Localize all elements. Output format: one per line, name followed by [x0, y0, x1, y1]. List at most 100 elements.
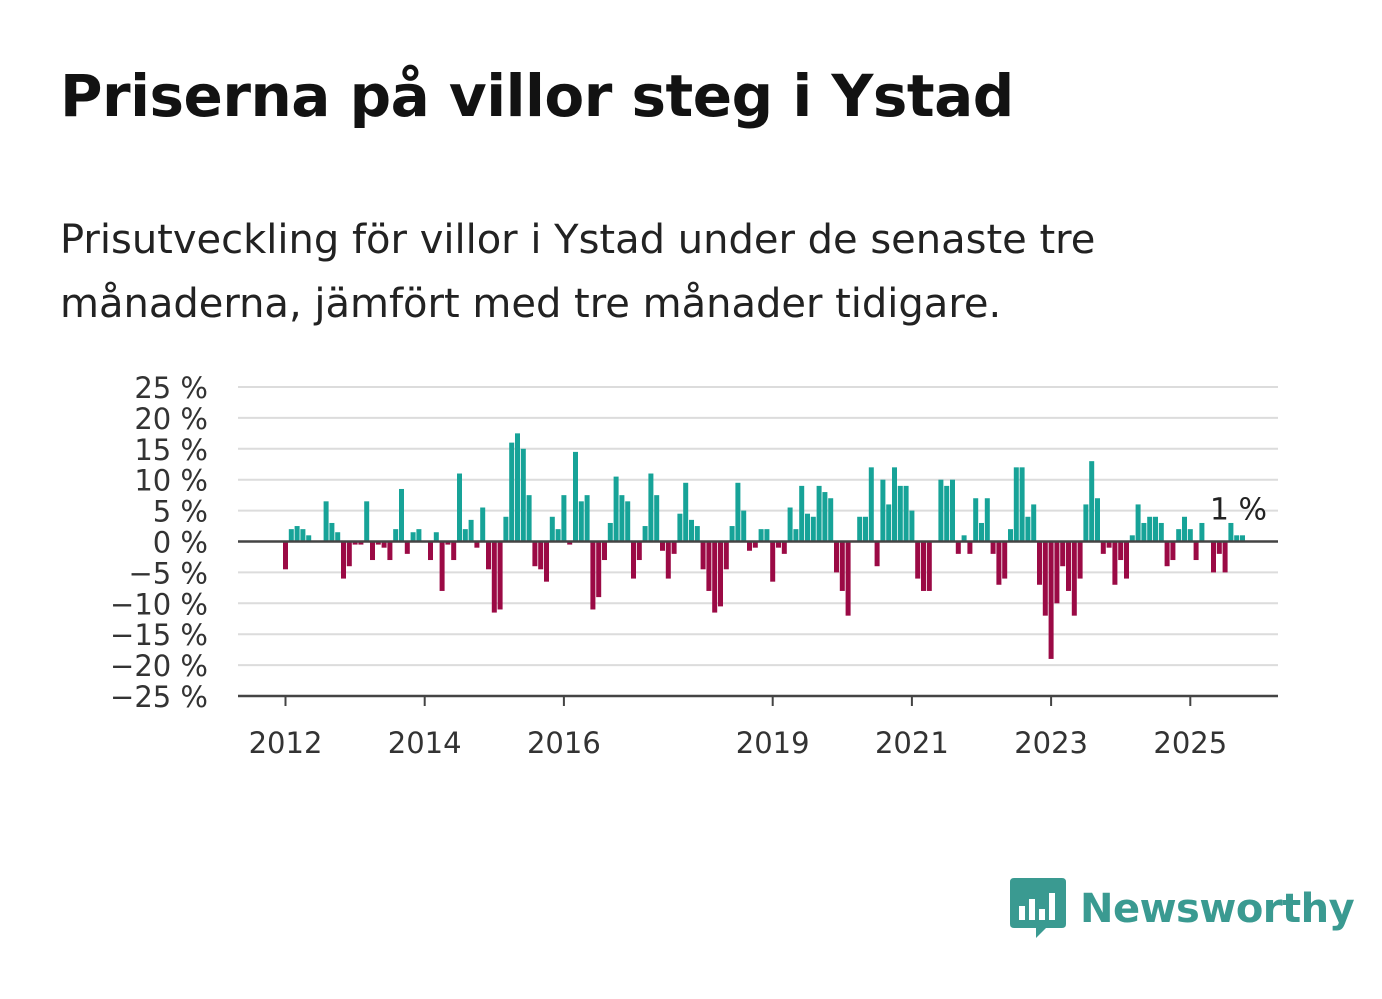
- bar: [352, 541, 358, 545]
- bar: [451, 541, 457, 561]
- bar: [1100, 541, 1106, 554]
- bar: [370, 541, 375, 561]
- x-tick-label: 2023: [1014, 726, 1088, 760]
- bar: [457, 473, 462, 542]
- bar: [723, 541, 729, 570]
- chart-title: Priserna på villor steg i Ystad: [60, 62, 1014, 130]
- bar: [381, 541, 387, 548]
- bar: [926, 541, 932, 591]
- x-tick-label: 2014: [388, 726, 462, 760]
- bar: [921, 541, 926, 591]
- bar: [758, 529, 764, 542]
- bar: [480, 507, 486, 542]
- bar: [671, 541, 677, 554]
- bar: [625, 501, 631, 542]
- bar: [828, 498, 834, 542]
- bar-chart-speech-bubble-icon: [1010, 878, 1066, 938]
- bar: [805, 513, 810, 542]
- bar: [1002, 541, 1008, 579]
- x-tick-label: 2016: [527, 726, 601, 760]
- bar: [555, 529, 561, 542]
- bar: [712, 541, 718, 613]
- bar-series: [283, 433, 1245, 659]
- grid-lines: [238, 386, 1278, 667]
- bar: [752, 541, 758, 548]
- bar: [665, 541, 671, 579]
- bar: [950, 479, 955, 542]
- bar: [1164, 541, 1170, 567]
- bar: [654, 495, 660, 542]
- bar: [1170, 541, 1176, 561]
- bar: [544, 541, 549, 582]
- bar: [1228, 522, 1234, 542]
- bar: [462, 529, 468, 542]
- bar: [799, 485, 805, 542]
- bar: [897, 485, 903, 542]
- bar: [474, 541, 480, 548]
- bar: [1048, 541, 1054, 659]
- y-tick-label: 5 %: [153, 495, 208, 529]
- bar: [300, 529, 306, 542]
- bar: [549, 516, 555, 542]
- bar: [341, 541, 346, 579]
- bar: [979, 522, 984, 542]
- bar: [660, 541, 665, 551]
- bar: [810, 516, 816, 542]
- bar: [532, 541, 538, 567]
- chart-subtitle: Prisutveckling för villor i Ystad under …: [60, 217, 1096, 327]
- bar: [1118, 541, 1124, 561]
- bar: [683, 482, 689, 542]
- bar: [764, 529, 770, 542]
- bar: [1042, 541, 1048, 616]
- bar: [793, 529, 799, 542]
- bar: [839, 541, 845, 591]
- bar: [915, 541, 921, 579]
- bar: [1106, 541, 1112, 548]
- bar: [416, 529, 422, 542]
- bar: [886, 504, 892, 542]
- x-tick-label: 2025: [1153, 726, 1227, 760]
- bar: [857, 516, 863, 542]
- x-tick-label: 2019: [736, 726, 810, 760]
- bar: [590, 541, 596, 610]
- bar: [868, 467, 874, 542]
- bar: [1060, 541, 1066, 567]
- bar: [346, 541, 352, 567]
- bar: [741, 510, 747, 542]
- y-tick-label: −5 %: [128, 556, 208, 590]
- bar: [903, 485, 909, 542]
- bar: [613, 476, 619, 542]
- bar: [393, 529, 399, 542]
- bar: [961, 535, 967, 542]
- bar: [323, 501, 329, 542]
- bar: [973, 498, 979, 542]
- bar: [410, 532, 416, 542]
- bar: [1187, 529, 1193, 542]
- bar: [567, 541, 573, 545]
- y-tick-label: 0 %: [153, 526, 208, 560]
- bar: [677, 513, 683, 542]
- x-tick-label: 2012: [249, 726, 323, 760]
- bar: [1037, 541, 1042, 585]
- bar: [863, 516, 868, 542]
- bar: [561, 495, 567, 542]
- bar: [1095, 498, 1100, 542]
- bar: [816, 485, 822, 542]
- bar: [358, 541, 364, 545]
- bar: [491, 541, 497, 613]
- bar: [596, 541, 602, 598]
- y-tick-label: −15 %: [110, 618, 208, 652]
- bar: [433, 532, 439, 542]
- newsworthy-logo: Newsworthy: [1010, 878, 1355, 940]
- bar: [306, 535, 312, 542]
- bar: [375, 541, 381, 545]
- bar: [1158, 522, 1164, 542]
- bar: [996, 541, 1002, 585]
- bar: [619, 495, 625, 542]
- bar: [509, 442, 515, 542]
- bar: [1066, 541, 1071, 591]
- bar: [1240, 535, 1245, 542]
- bar: [1089, 461, 1095, 542]
- bar: [874, 541, 880, 567]
- bar: [288, 529, 294, 542]
